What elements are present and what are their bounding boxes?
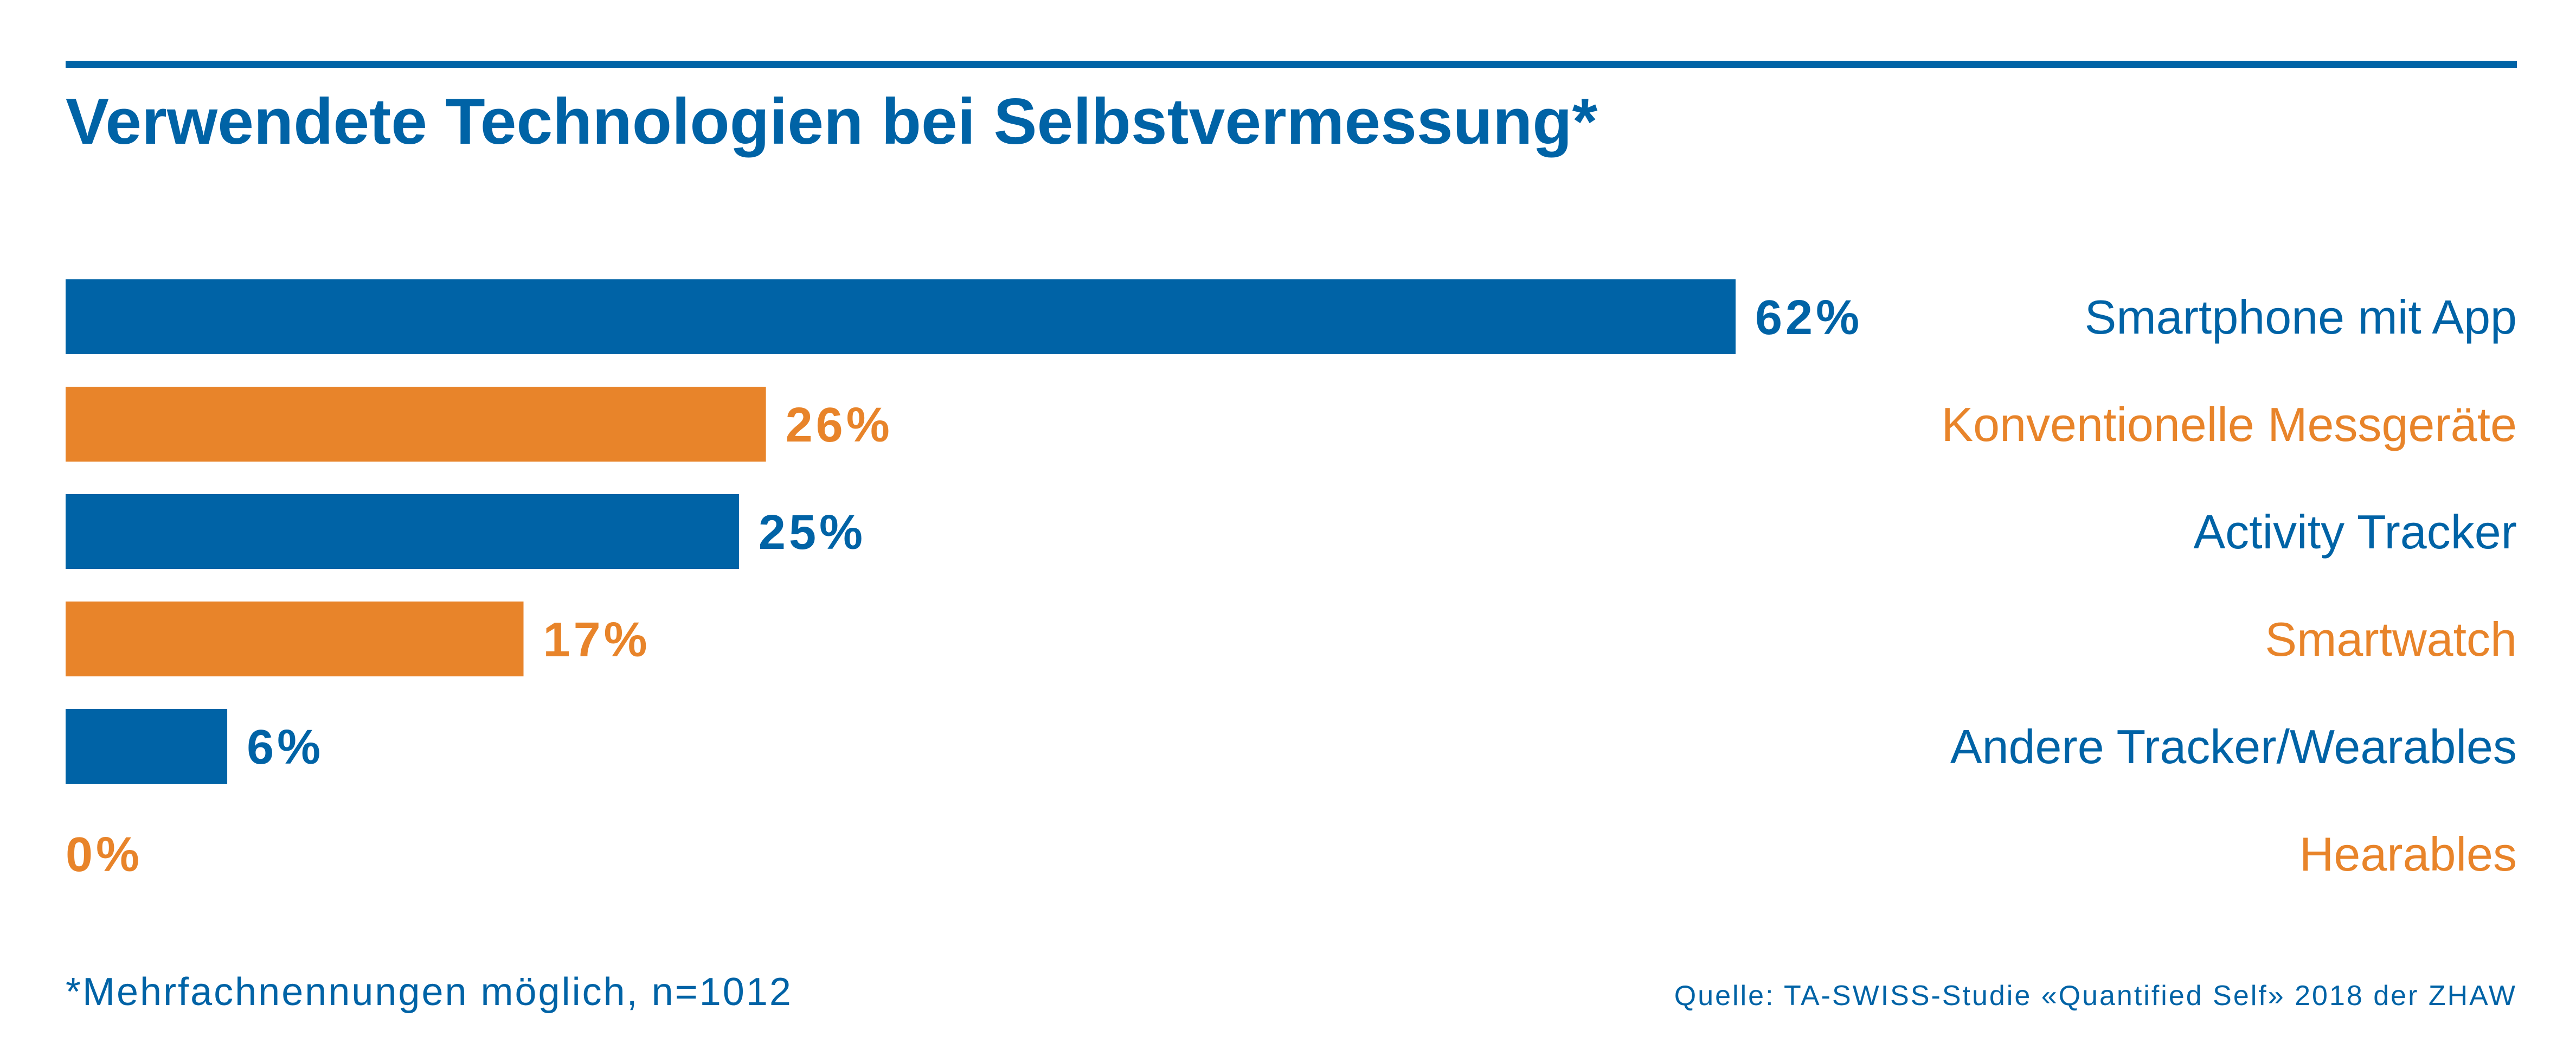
bars-layer: 62% Smartphone mit App 26% Konventionelle M…	[66, 279, 2517, 882]
bar-group: 17% Smartwatch	[66, 602, 2517, 676]
bar-value-label: 0%	[66, 828, 143, 882]
bar	[66, 602, 524, 676]
bar	[66, 387, 766, 462]
bar-group: 25% Activity Tracker	[66, 494, 2517, 569]
category-label: Smartphone mit App	[2085, 290, 2517, 344]
bar	[66, 709, 228, 784]
bar-value-label: 25%	[759, 506, 866, 560]
category-label: Activity Tracker	[2193, 505, 2517, 559]
category-label: Andere Tracker/Wearables	[1950, 720, 2517, 773]
category-label: Konventionelle Messgeräte	[1941, 398, 2517, 451]
category-label: Hearables	[2299, 827, 2517, 881]
bar-value-label: 6%	[247, 720, 324, 775]
bar-group: 26% Konventionelle Messgeräte	[66, 387, 2517, 462]
footnote: *Mehrfachnennungen möglich, n=1012	[66, 970, 793, 1014]
bar	[66, 279, 1736, 354]
top-rule	[66, 61, 2517, 68]
category-label: Smartwatch	[2265, 612, 2517, 666]
bar-value-label: 26%	[786, 398, 893, 452]
bar-group: 0% Hearables	[66, 827, 2517, 882]
bar-value-label: 62%	[1755, 291, 1862, 345]
source-note: Quelle: TA-SWISS-Studie «Quantified Self…	[1674, 980, 2517, 1012]
bar-group: 62% Smartphone mit App	[66, 279, 2517, 354]
bar	[66, 494, 739, 569]
bar-group: 6% Andere Tracker/Wearables	[66, 709, 2517, 784]
bar-value-label: 17%	[543, 613, 651, 667]
chart-title: Verwendete Technologien bei Selbstvermes…	[66, 85, 1598, 158]
